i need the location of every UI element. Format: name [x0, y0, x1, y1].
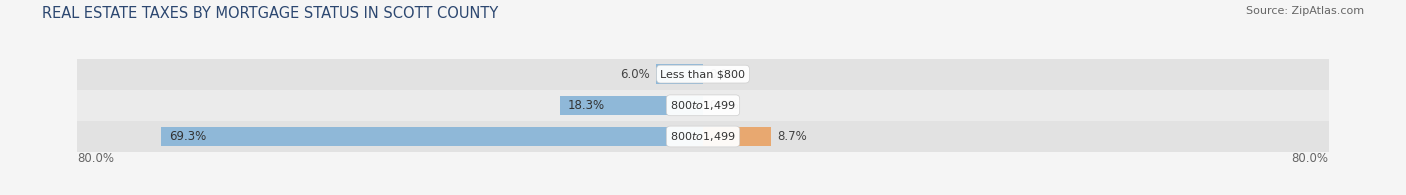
Text: 8.7%: 8.7%: [778, 130, 807, 143]
Text: Less than $800: Less than $800: [661, 69, 745, 79]
Bar: [657, 64, 703, 84]
Bar: [162, 127, 703, 146]
Text: $800 to $1,499: $800 to $1,499: [671, 130, 735, 143]
Text: $800 to $1,499: $800 to $1,499: [671, 99, 735, 112]
Text: 80.0%: 80.0%: [77, 152, 114, 165]
Bar: [77, 121, 1329, 152]
Bar: [77, 90, 1329, 121]
Text: Source: ZipAtlas.com: Source: ZipAtlas.com: [1246, 6, 1364, 16]
Bar: [560, 96, 703, 115]
Text: 6.0%: 6.0%: [620, 68, 650, 81]
Text: 80.0%: 80.0%: [1292, 152, 1329, 165]
Bar: [77, 58, 1329, 90]
Legend: Without Mortgage, With Mortgage: Without Mortgage, With Mortgage: [575, 194, 831, 195]
Text: 0.0%: 0.0%: [709, 99, 740, 112]
Text: 18.3%: 18.3%: [568, 99, 605, 112]
Bar: [703, 127, 770, 146]
Text: 69.3%: 69.3%: [169, 130, 207, 143]
Text: REAL ESTATE TAXES BY MORTGAGE STATUS IN SCOTT COUNTY: REAL ESTATE TAXES BY MORTGAGE STATUS IN …: [42, 6, 499, 21]
Text: 0.0%: 0.0%: [709, 68, 740, 81]
